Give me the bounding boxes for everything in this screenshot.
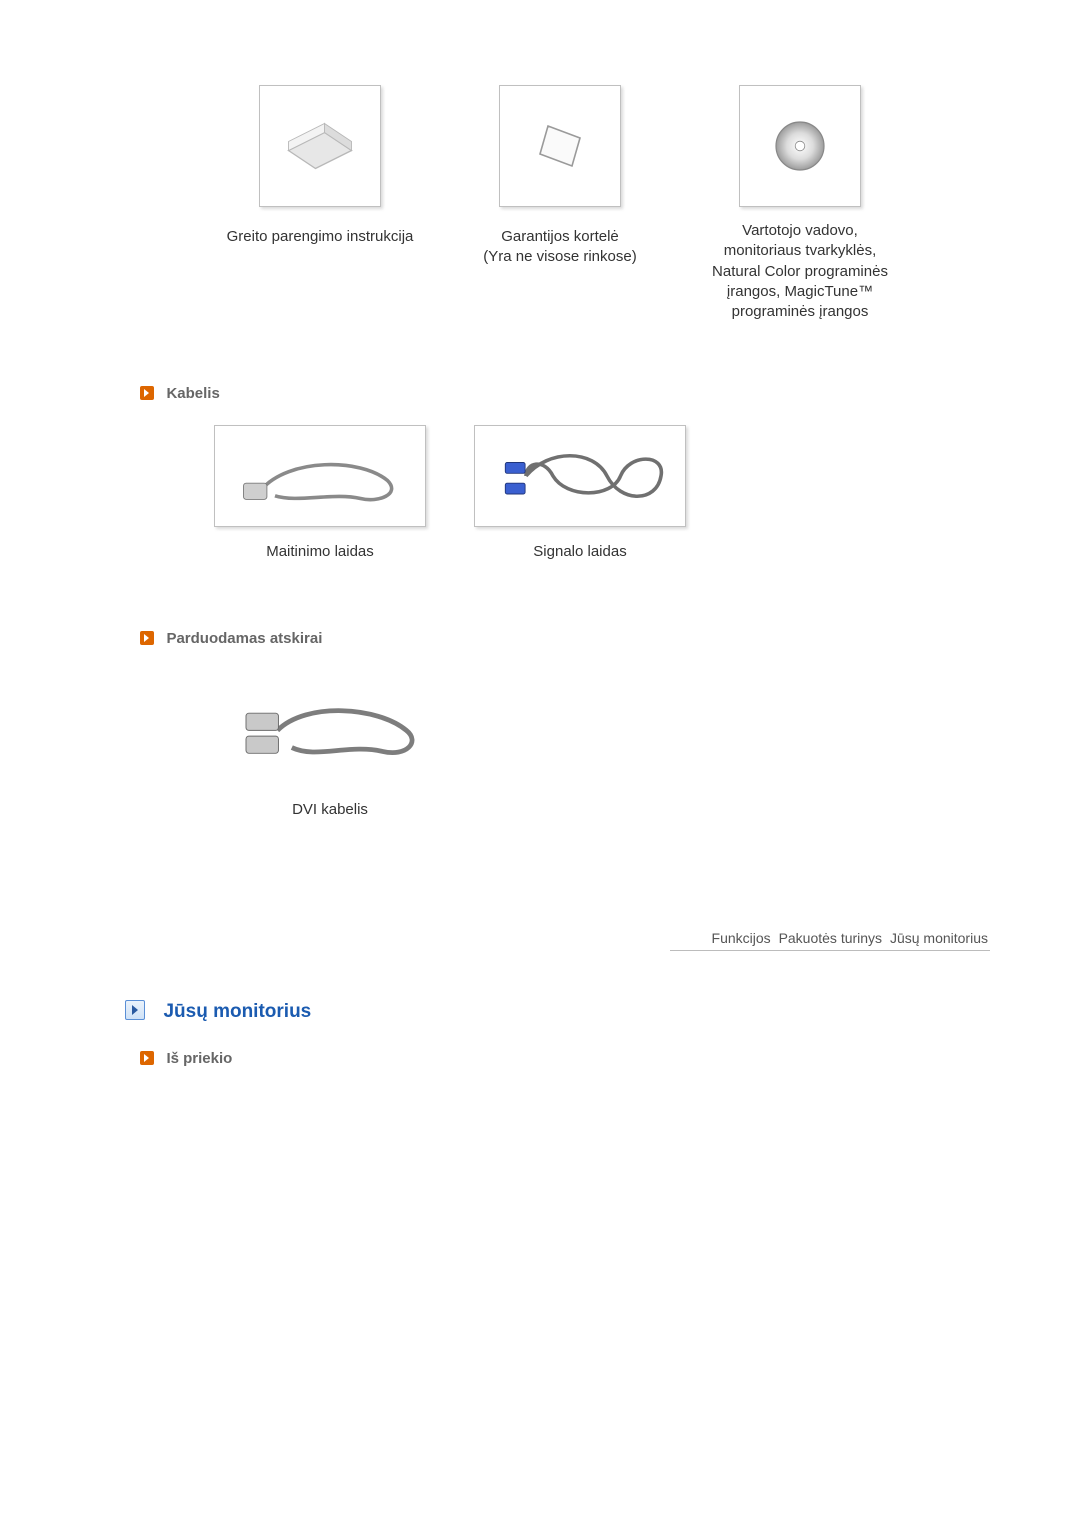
arrow-bullet-icon (140, 1051, 154, 1065)
cable-item-dvi: DVI kabelis (210, 670, 450, 820)
nav-trail-rule (670, 950, 990, 951)
monitor-heading: Jūsų monitorius (163, 1001, 311, 1022)
caption-line: Natural Color programinės (680, 262, 920, 282)
caption-line: monitoriaus tvarkyklės, (680, 241, 920, 261)
caption-line: (Yra ne visose rinkose) (440, 247, 680, 267)
warranty-card-icon (499, 85, 621, 207)
nav-trail: Funkcijos Pakuotės turinys Jūsų monitori… (650, 930, 990, 951)
caption-line: Garantijos kortelė (440, 227, 680, 247)
sold-separately-items: DVI kabelis (210, 670, 470, 820)
arrow-bullet-icon (140, 386, 154, 400)
manual-item-warranty: Garantijos kortelė (Yra ne visose rinkos… (440, 85, 680, 322)
monitor-heading-row: Jūsų monitorius (125, 1000, 311, 1023)
sold-separately-heading: Parduodamas atskirai (166, 630, 322, 647)
caption-line: Vartotojo vadovo, (680, 221, 920, 241)
cable-item-power: Maitinimo laidas (200, 425, 440, 562)
manual-item-caption: Garantijos kortelė (Yra ne visose rinkos… (440, 227, 680, 268)
dvi-item-caption: DVI kabelis (210, 800, 450, 820)
power-cable-icon (214, 425, 426, 527)
nav-trail-item[interactable]: Funkcijos (710, 930, 773, 946)
manual-items-row: Greito parengimo instrukcija Garantijos … (200, 85, 920, 322)
front-view-heading-row: Iš priekio (140, 1050, 232, 1068)
software-cd-icon (739, 85, 861, 207)
dvi-cable-icon (220, 670, 440, 785)
cable-heading-row: Kabelis (140, 385, 220, 403)
nav-trail-item[interactable]: Pakuotės turinys (777, 930, 885, 946)
signal-cable-icon (474, 425, 686, 527)
manual-item-caption: Greito parengimo instrukcija (200, 227, 440, 247)
page-root: Greito parengimo instrukcija Garantijos … (0, 0, 1080, 1527)
arrow-bullet-icon (140, 631, 154, 645)
manual-item-quick-setup: Greito parengimo instrukcija (200, 85, 440, 322)
cable-row: Maitinimo laidas Signalo laidas (200, 425, 760, 562)
quick-setup-guide-icon (259, 85, 381, 207)
cable-item-caption: Maitinimo laidas (200, 542, 440, 562)
sold-separately-heading-row: Parduodamas atskirai (140, 630, 322, 648)
manual-item-caption: Vartotojo vadovo, monitoriaus tvarkyklės… (680, 221, 920, 322)
section-bullet-icon (125, 1000, 145, 1020)
caption-line: programinės įrangos (680, 302, 920, 322)
cable-items-row: Maitinimo laidas Signalo laidas (200, 425, 760, 562)
cable-item-caption: Signalo laidas (460, 542, 700, 562)
manual-row: Greito parengimo instrukcija Garantijos … (200, 85, 920, 322)
cable-heading: Kabelis (166, 385, 219, 402)
manual-item-cd: Vartotojo vadovo, monitoriaus tvarkyklės… (680, 85, 920, 322)
caption-line: įrangos, MagicTune™ (680, 282, 920, 302)
nav-trail-text: Funkcijos Pakuotės turinys Jūsų monitori… (650, 930, 990, 946)
nav-trail-item[interactable]: Jūsų monitorius (888, 930, 990, 946)
cable-item-signal: Signalo laidas (460, 425, 700, 562)
front-view-heading: Iš priekio (166, 1050, 232, 1067)
